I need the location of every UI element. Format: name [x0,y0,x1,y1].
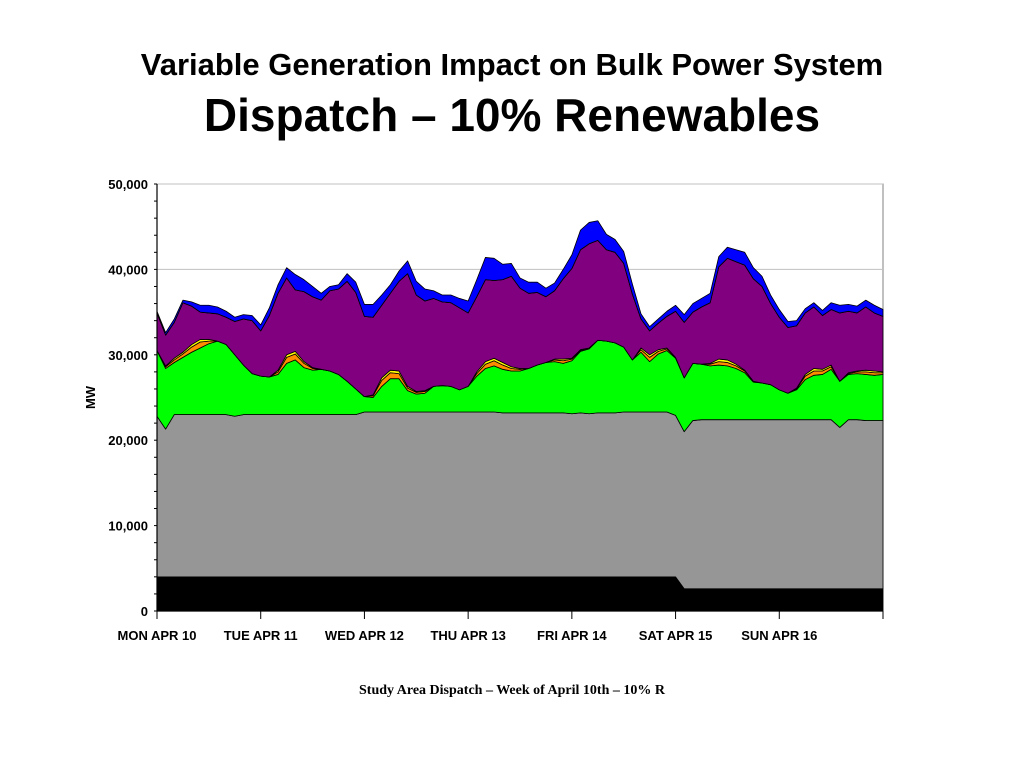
x-tick-label: SUN APR 16 [741,628,817,643]
slide-subtitle: Dispatch – 10% Renewables [203,89,821,141]
slide-title: Variable Generation Impact on Bulk Power… [140,47,884,82]
x-tick-label: MON APR 10 [118,628,197,643]
y-tick-label: 10,000 [108,519,148,534]
y-tick-label: 50,000 [108,177,148,192]
x-tick-label: THU APR 13 [430,628,505,643]
chart-caption: Study Area Dispatch – Week of April 10th… [359,683,665,698]
y-tick-label: 40,000 [108,262,148,277]
x-tick-label: SAT APR 15 [639,628,713,643]
y-tick-label: 0 [141,604,148,619]
y-axis-label: MW [83,385,98,409]
y-tick-label: 20,000 [108,433,148,448]
x-tick-label: TUE APR 11 [224,628,298,643]
series-area-7 [156,220,884,336]
x-tick-label: FRI APR 14 [537,628,607,643]
y-tick-label: 30,000 [108,348,148,363]
x-tick-label: WED APR 12 [325,628,404,643]
series-area-1 [156,411,884,590]
